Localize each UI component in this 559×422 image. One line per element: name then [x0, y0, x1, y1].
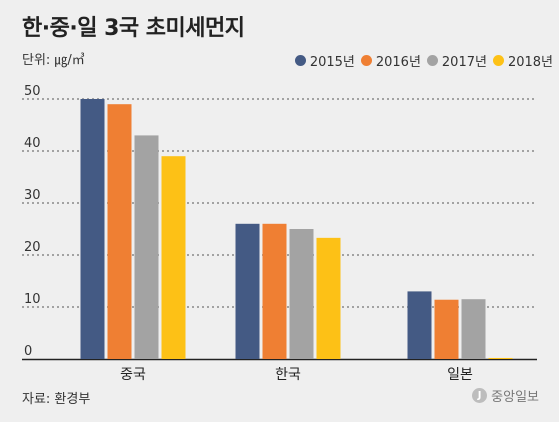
- bar-한국-2017년: [289, 229, 314, 359]
- bar-일본-2017년: [461, 299, 486, 359]
- bar-중국-2015년: [80, 99, 105, 359]
- brand-name: 중앙일보: [491, 390, 539, 405]
- y-tick-30: 30: [24, 188, 41, 203]
- y-tick-20: 20: [24, 240, 41, 255]
- bar-한국-2015년: [235, 223, 260, 359]
- y-tick-50: 50: [24, 84, 41, 99]
- y-tick-0: 0: [24, 344, 32, 359]
- legend-label-2017: 2017년: [441, 55, 487, 70]
- legend-swatch-2016: [360, 55, 372, 66]
- source-note: 자료: 환경부: [22, 392, 91, 407]
- legend-item-2016: 2016년: [360, 51, 421, 70]
- legend-item-2015: 2015년: [294, 51, 355, 70]
- bar-일본-2018년: [488, 357, 513, 359]
- legend-label-2015: 2015년: [309, 55, 355, 70]
- brand-logo-icon: J: [472, 388, 488, 403]
- y-tick-10: 10: [24, 292, 41, 307]
- legend-label-2018: 2018년: [507, 55, 553, 70]
- legend: 2015년 2016년 2017년 2018년: [294, 51, 553, 70]
- bar-중국-2018년: [161, 156, 186, 359]
- legend-swatch-2017: [426, 55, 438, 66]
- unit-label: 단위: ㎍/㎥: [22, 53, 85, 68]
- bar-일본-2015년: [407, 291, 432, 359]
- bar-한국-2018년: [316, 237, 341, 359]
- bar-중국-2016년: [107, 104, 132, 359]
- legend-swatch-2018: [492, 55, 504, 66]
- x-category-label-2: 일본: [447, 367, 473, 383]
- x-category-label-0: 중국: [120, 367, 146, 383]
- legend-swatch-2015: [294, 55, 306, 66]
- chart-title: 한·중·일 3국 초미세먼지: [22, 16, 245, 41]
- legend-item-2018: 2018년: [492, 51, 553, 70]
- legend-item-2017: 2017년: [426, 51, 487, 70]
- brand-mark: J 중앙일보: [472, 386, 539, 405]
- legend-label-2016: 2016년: [375, 55, 421, 70]
- x-category-label-1: 한국: [275, 367, 301, 383]
- bar-일본-2016년: [434, 299, 459, 359]
- bar-한국-2016년: [262, 223, 287, 359]
- y-tick-40: 40: [24, 136, 41, 151]
- bar-중국-2017년: [134, 135, 159, 359]
